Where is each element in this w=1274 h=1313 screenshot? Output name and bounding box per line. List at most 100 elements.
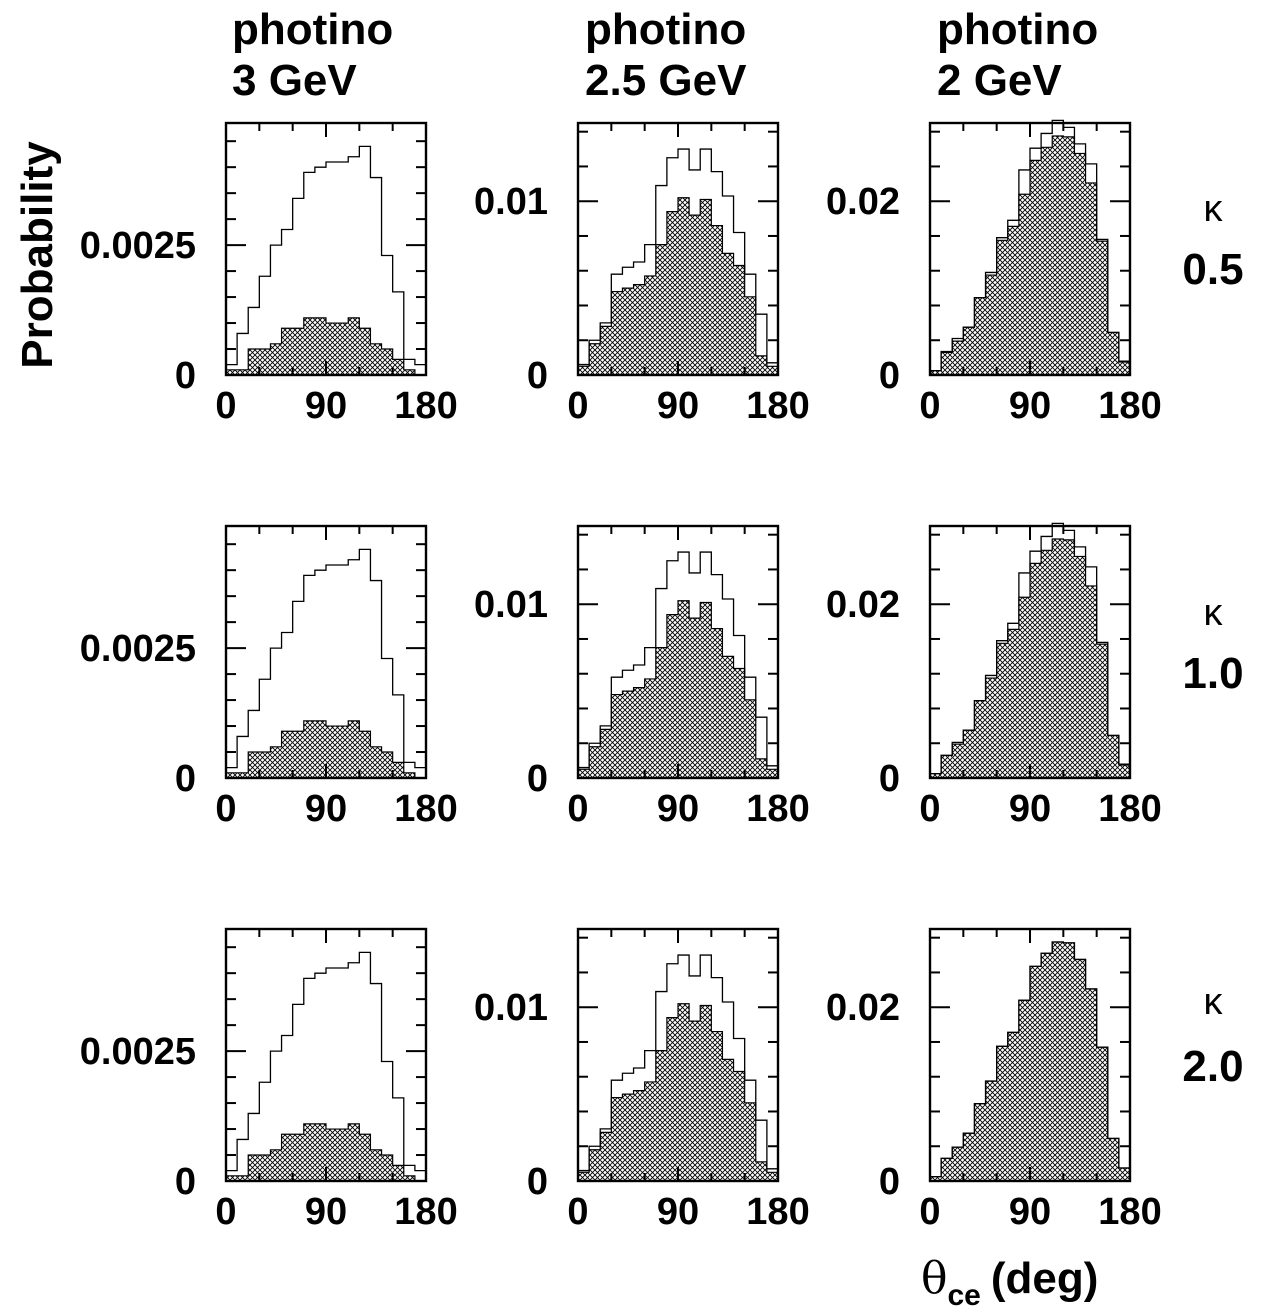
hatched-bar [1041,953,1053,1181]
hatched-bar [941,755,953,778]
hatched-bar [733,265,745,375]
y-tick-label: 0 [879,758,900,800]
hatched-bar [248,1155,260,1181]
hatched-bar [403,369,415,375]
hatched-bar [270,1149,282,1181]
hatched-bar [974,700,986,778]
open-histogram-line [929,941,1131,1181]
x-tick-label: 90 [305,1191,347,1233]
hatched-bar [678,600,690,778]
hatched-bar [292,731,304,778]
hatched-bar [974,297,986,375]
hatched-bar [755,355,767,375]
hatched-bar [952,744,964,778]
hatched-bar [711,225,723,375]
hatched-bar [589,1149,601,1181]
x-axis-label-subscript: ce [948,1279,981,1312]
row-3-kappa-value: 2.0 [1182,1042,1243,1091]
hatched-bar [711,1031,723,1181]
hatched-bar [622,691,634,778]
hatched-bar [766,366,778,375]
hatched-bar [381,752,393,778]
hatched-bar [1030,966,1042,1181]
hatched-bar [337,323,349,375]
hatched-bar [600,326,612,375]
x-axis-label-unit: (deg) [991,1254,1099,1303]
hatched-bar [744,699,756,778]
panel-r1-c3: 0 90 180 0 0.02 [826,119,1162,427]
y-tick-label: 0.0025 [80,1031,196,1073]
hatched-bar [722,656,734,778]
hatched-bar [270,343,282,375]
hatched-bar [1118,764,1130,778]
hatched-bar [303,1123,315,1181]
hatched-bar [1041,550,1053,778]
open-histogram-line [929,119,1131,375]
hatched-bar [1052,136,1064,375]
row-1-kappa-symbol: κ [1204,188,1224,230]
hatched-bar [1096,644,1108,778]
hatched-bar [1085,585,1097,778]
hatched-bar [359,328,371,375]
y-tick-label: 0 [175,1161,196,1203]
open-histogram-line [225,951,427,1181]
hatched-bar [392,1165,404,1181]
x-tick-label: 90 [1009,788,1051,830]
hatched-bar [611,1097,623,1181]
hatched-bar [226,772,238,778]
hatched-bar [655,1050,667,1181]
x-tick-label: 180 [1098,788,1161,830]
hatched-bar [930,370,942,375]
hatched-bar [1063,136,1075,375]
x-tick-label: 180 [394,1191,457,1233]
row-3-kappa-symbol: κ [1204,981,1224,1023]
hatched-bar [1074,556,1086,778]
hatched-bar [589,746,601,778]
hatched-bar [381,349,393,375]
hatched-bar [1041,147,1053,375]
hatched-bar [1107,1138,1119,1181]
hatched-bar [941,352,953,375]
x-tick-label: 180 [1098,385,1161,427]
panel-r1-c1: 0 90 180 0 0.0025 [80,121,458,427]
hatched-bar [1007,226,1019,375]
hatched-bar [1030,563,1042,778]
open-histogram-line [577,954,779,1181]
y-tick-label: 0.0025 [80,628,196,670]
hatched-bar [1096,1047,1108,1181]
hatched-bar [744,296,756,375]
hatched-bar [292,1134,304,1181]
open-histogram-line [225,548,427,778]
hatched-bar [1096,241,1108,375]
hatched-bar [611,694,623,778]
panel-r2-c1: 0 90 180 0 0.0025 [80,524,458,830]
hatched-bar [996,643,1008,778]
x-tick-label: 180 [1098,1191,1161,1233]
x-tick-label: 180 [394,788,457,830]
y-axis-label: Probability [13,141,62,369]
hatched-bar [1107,735,1119,778]
hatched-bar [766,769,778,778]
open-histogram-line [225,145,427,375]
x-tick-label: 0 [215,788,236,830]
y-tick-label: 0.02 [826,181,900,223]
x-tick-label: 180 [746,788,809,830]
hatched-bar [644,678,656,778]
hatched-bar [985,1081,997,1181]
hatched-bar [348,317,360,375]
x-tick-label: 90 [305,788,347,830]
hatched-bar [700,1005,712,1181]
hatched-histogram-outline [225,317,426,376]
hatched-bar [689,215,701,375]
hatched-bar [644,275,656,375]
hatched-bar [237,369,249,375]
hatched-bar [1074,153,1086,375]
hatched-bar [700,199,712,375]
hatched-bar [1018,194,1030,375]
hatched-bar [314,1123,326,1181]
hatched-bar [348,720,360,778]
hatched-bar [303,317,315,375]
hatched-bar [1052,942,1064,1181]
x-tick-label: 180 [746,1191,809,1233]
hatched-bar [392,359,404,375]
